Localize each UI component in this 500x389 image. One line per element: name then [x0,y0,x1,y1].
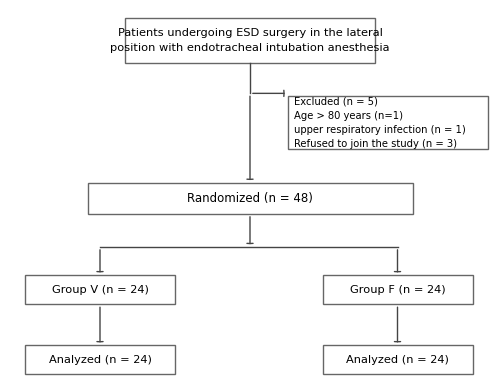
FancyBboxPatch shape [25,345,175,374]
Text: Analyzed (n = 24): Analyzed (n = 24) [346,355,449,365]
FancyBboxPatch shape [25,275,175,304]
Text: Excluded (n = 5)
Age > 80 years (n=1)
upper respiratory infection (n = 1)
Refuse: Excluded (n = 5) Age > 80 years (n=1) up… [294,96,465,149]
Text: Analyzed (n = 24): Analyzed (n = 24) [48,355,152,365]
Text: Randomized (n = 48): Randomized (n = 48) [187,192,313,205]
Text: Group F (n = 24): Group F (n = 24) [350,285,446,295]
FancyBboxPatch shape [125,19,375,63]
FancyBboxPatch shape [88,183,412,214]
Text: Patients undergoing ESD surgery in the lateral
position with endotracheal intuba: Patients undergoing ESD surgery in the l… [110,28,390,53]
FancyBboxPatch shape [322,345,472,374]
FancyBboxPatch shape [288,96,488,149]
FancyBboxPatch shape [322,275,472,304]
Text: Group V (n = 24): Group V (n = 24) [52,285,148,295]
